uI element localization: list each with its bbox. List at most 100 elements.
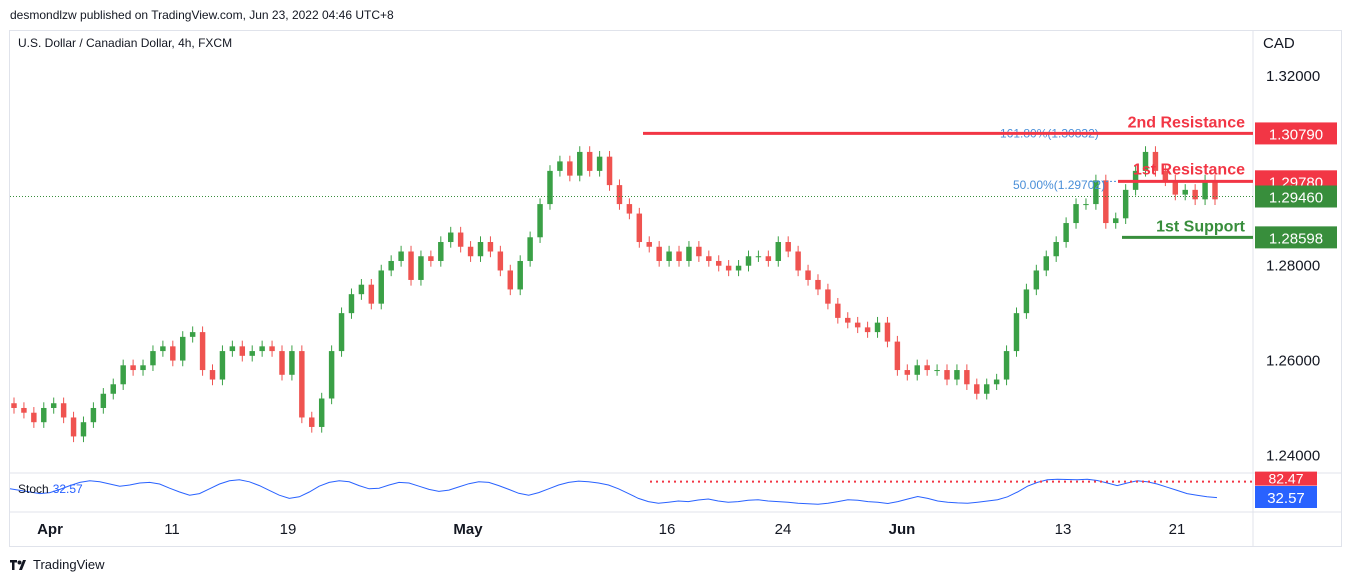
candle-body	[815, 279, 821, 290]
level-label: 2nd Resistance	[1128, 114, 1245, 131]
candle-body	[874, 322, 881, 333]
stoch-name: Stoch	[18, 482, 49, 496]
candle-body	[150, 351, 156, 366]
candle-body	[547, 170, 553, 205]
candle-body	[309, 417, 315, 427]
candle-body	[706, 256, 712, 261]
candle-body	[1033, 270, 1040, 290]
current-price-label: 1.29460	[1269, 189, 1323, 206]
candle-body	[180, 336, 186, 361]
candle-body	[527, 237, 533, 261]
candle-body	[249, 351, 255, 356]
level-label: 1st Support	[1156, 218, 1246, 235]
candle-body	[735, 265, 742, 271]
fib-label: 50.00%(1.29702)	[1013, 178, 1105, 192]
candle-body	[666, 251, 672, 261]
candle-body	[586, 151, 593, 171]
chart-frame	[9, 30, 1342, 547]
candle-body	[1162, 170, 1169, 181]
candle-body	[1212, 180, 1218, 200]
price-tick-label: 1.24000	[1266, 447, 1320, 464]
price-tag	[1255, 122, 1337, 145]
candle-body	[1003, 351, 1010, 380]
candle-body	[1053, 242, 1059, 257]
candle-body	[447, 232, 454, 243]
candle-body	[825, 289, 831, 304]
candle-body	[914, 365, 920, 375]
stoch-value-tag	[1255, 486, 1317, 508]
candle-body	[606, 156, 613, 186]
candle-body	[21, 407, 27, 413]
candle-body	[785, 242, 791, 252]
price-tick-label: 1.28000	[1266, 258, 1320, 275]
candle-body	[934, 370, 940, 372]
candle-body	[199, 332, 206, 371]
time-tick-label: 13	[1055, 521, 1072, 538]
candle-body	[636, 213, 643, 243]
candle-body	[348, 294, 355, 314]
candle-body	[269, 346, 275, 352]
price-tag-label: 1.30790	[1269, 126, 1323, 143]
candle-body	[686, 246, 692, 261]
candle-body	[41, 407, 47, 423]
footer-brand: TradingView	[33, 557, 105, 572]
candle-body	[974, 384, 980, 394]
candle-body	[715, 260, 722, 266]
candle-body	[457, 232, 464, 247]
candle-body	[616, 185, 623, 205]
candle-body	[368, 284, 375, 304]
level-label: 1st Resistance	[1133, 161, 1245, 178]
candle-body	[537, 204, 543, 238]
candle-body	[845, 317, 851, 323]
candle-body	[467, 246, 474, 257]
footer[interactable]: TradingView	[10, 557, 105, 572]
candle-body	[1113, 218, 1119, 224]
candle-body	[765, 256, 772, 261]
candle-body	[358, 284, 365, 295]
candle-body	[170, 346, 176, 361]
candle-body	[279, 351, 285, 375]
candle-body	[299, 351, 305, 418]
price-axis-unit: CAD	[1263, 35, 1295, 52]
candle-body	[318, 398, 325, 427]
candle-body	[50, 403, 57, 408]
candle-body	[983, 384, 990, 394]
candle-body	[1192, 189, 1198, 200]
candle-body	[388, 260, 394, 271]
candle-body	[100, 393, 107, 408]
candle-body	[795, 251, 801, 271]
price-tag	[1255, 226, 1337, 249]
candle-body	[398, 251, 404, 261]
candle-body	[924, 365, 930, 371]
candle-body	[408, 251, 414, 280]
candle-body	[70, 417, 77, 437]
candle-body	[477, 242, 484, 257]
candle-body	[110, 384, 116, 394]
candle-body	[60, 403, 67, 418]
candle-body	[160, 346, 166, 352]
candle-body	[646, 242, 652, 247]
candle-body	[130, 365, 136, 371]
time-tick-label: 24	[775, 521, 792, 538]
candle-body	[338, 313, 345, 352]
candle-body	[428, 256, 434, 261]
price-tick-label: 1.26000	[1266, 353, 1320, 370]
candle-body	[1202, 180, 1208, 200]
time-tick-label: 11	[164, 521, 180, 538]
stoch-value: 32.57	[52, 482, 83, 496]
candle-body	[964, 370, 970, 385]
time-tick-label: 19	[280, 521, 297, 538]
candle-body	[1093, 180, 1099, 205]
candle-body	[229, 346, 236, 352]
candle-body	[1152, 151, 1159, 171]
candle-body	[11, 403, 17, 408]
candle-body	[557, 161, 563, 171]
candle-body	[596, 156, 603, 171]
tradingview-logo-icon	[10, 559, 26, 570]
current-price-tag	[1255, 185, 1337, 208]
candle-body	[209, 370, 216, 380]
candle-body	[497, 251, 504, 271]
candle-body	[755, 256, 762, 258]
time-tick-label: May	[453, 521, 483, 538]
